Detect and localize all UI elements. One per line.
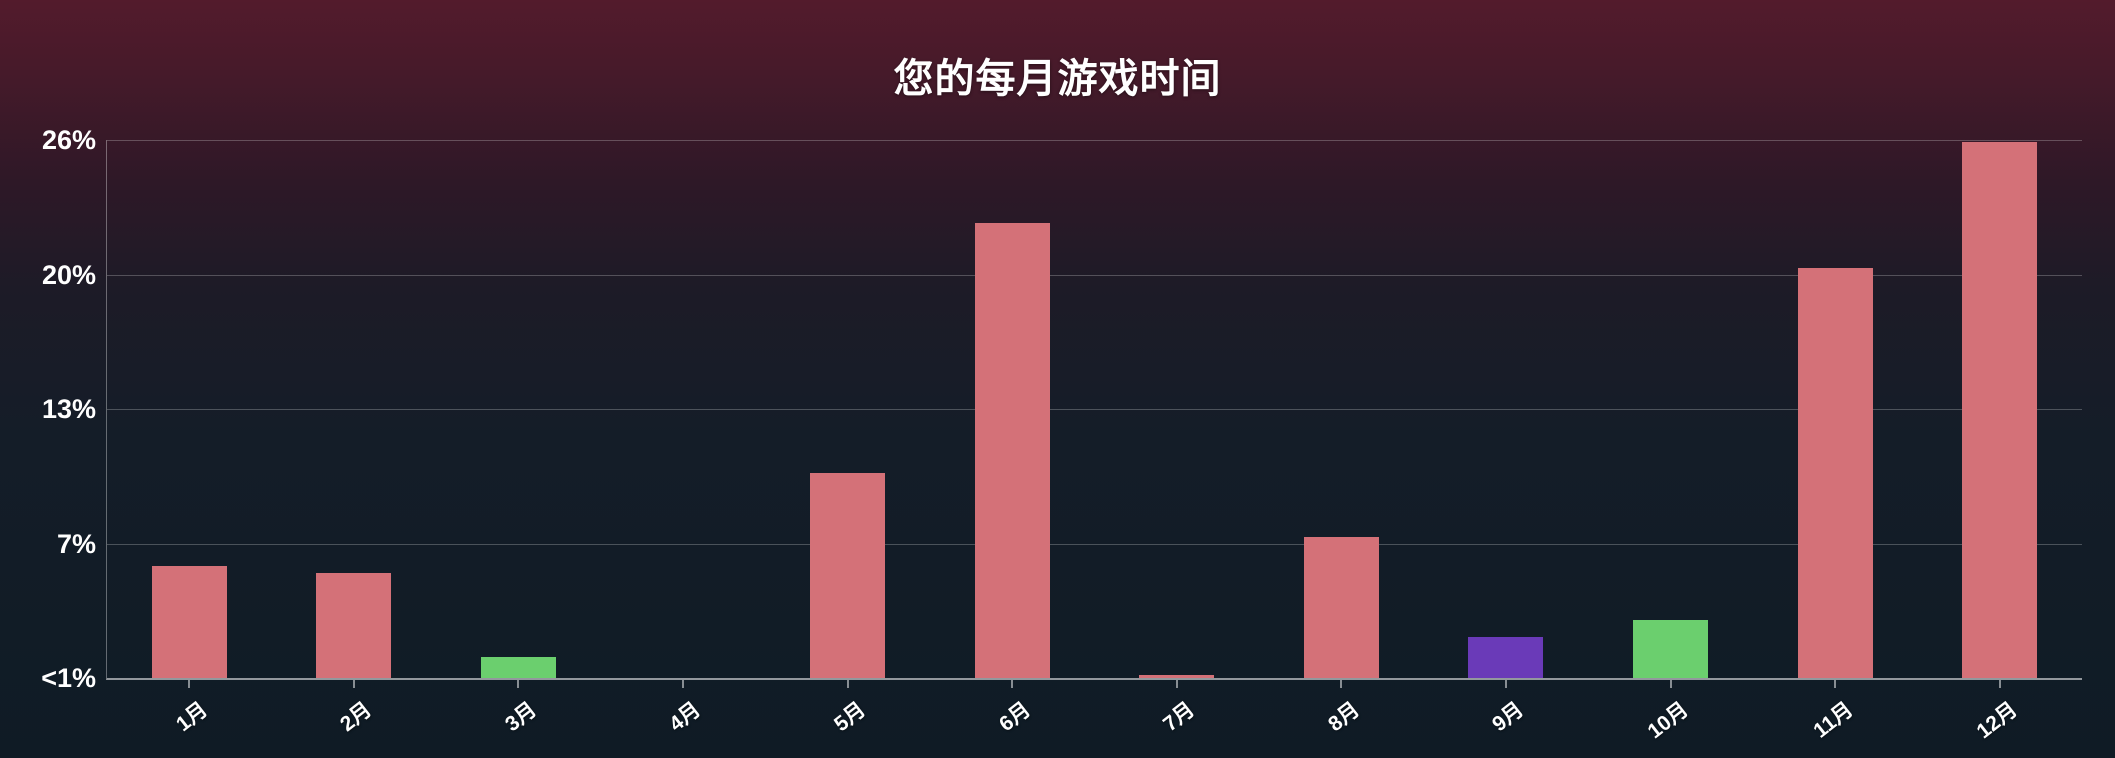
y-axis-tick-label: 7% [56,528,96,559]
x-axis-label: 10月 [1643,697,1693,744]
x-axis-label: 9月 [1488,697,1529,737]
bar-month-2 [316,572,392,678]
bar-month-1 [151,566,227,678]
x-axis-tick [1669,680,1672,688]
x-axis-tick [352,680,355,688]
x-axis-label: 11月 [1809,697,1858,743]
bar-month-12 [1962,142,2038,678]
x-axis-label: 4月 [665,697,706,737]
x-axis-label: 7月 [1159,697,1200,737]
y-axis-tick-label: 20% [41,259,96,290]
x-axis-tick [188,680,191,688]
chart-title: 您的每月游戏时间 [893,57,1222,101]
gridline [107,543,2082,545]
x-axis-label: 12月 [1972,697,2022,744]
bar-month-6 [974,222,1050,678]
bar-month-5 [810,473,886,678]
x-axis-tick [1175,680,1178,688]
bar-month-11 [1797,268,1873,678]
plot-area [106,140,2082,688]
x-axis-label: 1月 [171,697,212,737]
x-axis-label: 3月 [500,697,541,737]
x-axis-label: 8月 [1323,697,1364,737]
x-axis-tick [1998,680,2001,688]
y-axis-tick-label: <1% [41,663,96,693]
y-axis-tick-label: 26% [41,125,96,155]
bar-month-7 [1139,674,1215,678]
x-axis-tick [682,680,685,688]
x-axis-tick [517,680,520,688]
x-axis-tick [1340,680,1343,688]
bar-month-8 [1303,537,1379,678]
y-axis-tick-label: 13% [41,394,96,424]
gridline [107,274,2082,276]
x-axis-tick [1011,680,1014,688]
gridline [107,140,2082,141]
x-axis-tick [1834,680,1837,688]
x-axis-label: 6月 [994,697,1035,737]
x-axis-label: 5月 [829,697,870,737]
bar-month-3 [480,657,556,678]
x-axis-tick [1504,680,1507,688]
x-axis-tick [846,680,849,688]
bar-month-9 [1468,636,1544,678]
bar-month-10 [1633,620,1709,678]
gridline [107,409,2082,410]
x-axis-label: 2月 [336,697,377,737]
